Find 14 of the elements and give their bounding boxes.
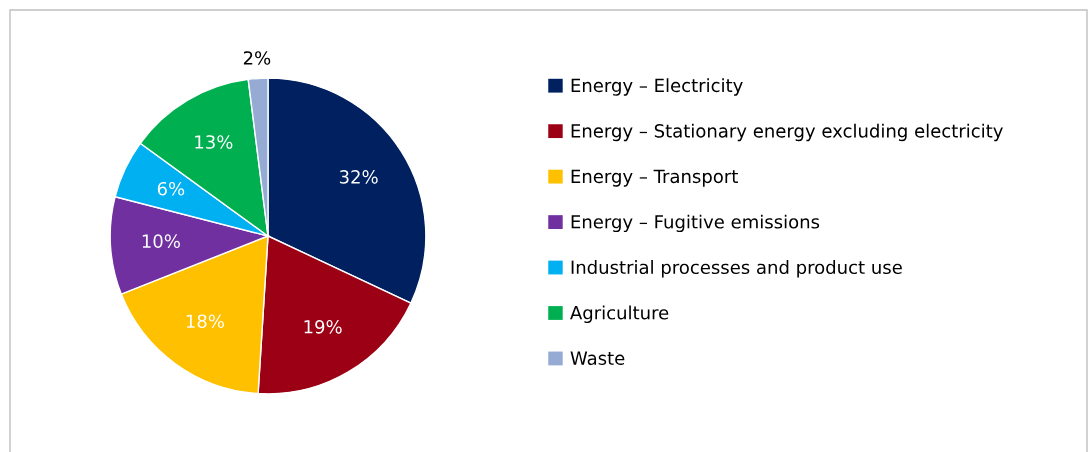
data-label: 2% bbox=[243, 51, 271, 65]
legend-label: Energy – Stationary energy excluding electricity bbox=[571, 123, 1003, 142]
data-label: 19% bbox=[304, 319, 342, 334]
data-label: 6% bbox=[157, 181, 185, 196]
legend-label: Industrial processes and product use bbox=[571, 260, 902, 278]
legend-label: Agriculture bbox=[570, 305, 669, 324]
data-label: 13% bbox=[195, 135, 233, 149]
legend-label: Energy – Fugitive emissions bbox=[571, 214, 820, 233]
data-label: 32% bbox=[339, 170, 378, 184]
data-label: 10% bbox=[142, 234, 180, 248]
legend-label: Energy – Electricity bbox=[571, 78, 743, 96]
legend-label: Waste bbox=[570, 351, 625, 365]
legend-label: Energy – Transport bbox=[571, 169, 738, 187]
data-label: 18% bbox=[186, 314, 224, 329]
